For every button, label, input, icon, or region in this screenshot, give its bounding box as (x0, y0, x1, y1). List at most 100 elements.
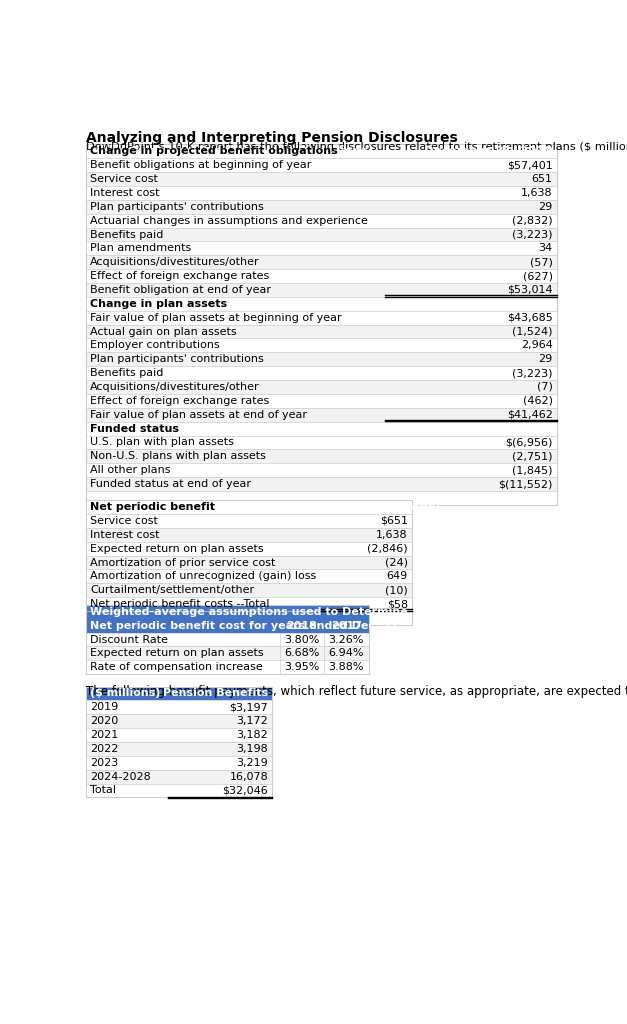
Text: Amortization of unrecognized (gain) loss: Amortization of unrecognized (gain) loss (90, 571, 316, 582)
FancyBboxPatch shape (86, 450, 557, 463)
Text: Fair value of plan assets at beginning of year: Fair value of plan assets at beginning o… (90, 312, 342, 323)
FancyBboxPatch shape (86, 783, 272, 798)
FancyBboxPatch shape (86, 528, 411, 542)
Text: Pension Benefits: Pension Benefits (163, 688, 268, 698)
Text: 3.80%: 3.80% (284, 635, 320, 644)
FancyBboxPatch shape (86, 242, 557, 255)
Text: 29: 29 (539, 354, 552, 365)
Text: Plan amendments: Plan amendments (90, 244, 191, 253)
Text: 3,172: 3,172 (236, 716, 268, 726)
Text: Weighted-average assumptions used to Determine: Weighted-average assumptions used to Det… (90, 607, 408, 616)
Text: Acquisitions/divestitures/other: Acquisitions/divestitures/other (90, 257, 260, 267)
Text: (462): (462) (523, 396, 552, 406)
FancyBboxPatch shape (86, 770, 272, 783)
FancyBboxPatch shape (86, 352, 557, 367)
Text: Net periodic benefit: Net periodic benefit (90, 502, 215, 512)
Text: $651: $651 (380, 516, 408, 526)
FancyBboxPatch shape (86, 463, 557, 477)
FancyBboxPatch shape (86, 584, 411, 597)
Text: (2,846): (2,846) (367, 544, 408, 554)
Text: (24): (24) (385, 557, 408, 567)
FancyBboxPatch shape (86, 144, 557, 159)
FancyBboxPatch shape (86, 367, 557, 380)
Text: Rate of compensation increase: Rate of compensation increase (90, 663, 263, 673)
FancyBboxPatch shape (86, 435, 557, 450)
Text: 2021: 2021 (90, 730, 119, 740)
Text: 3,182: 3,182 (236, 730, 268, 740)
Text: Funded status at end of year: Funded status at end of year (90, 479, 251, 489)
FancyBboxPatch shape (86, 700, 272, 715)
Text: Actual gain on plan assets: Actual gain on plan assets (90, 327, 236, 337)
Text: Service cost: Service cost (90, 516, 158, 526)
FancyBboxPatch shape (86, 686, 272, 700)
Text: All other plans: All other plans (90, 465, 171, 475)
FancyBboxPatch shape (86, 715, 272, 728)
FancyBboxPatch shape (86, 200, 557, 214)
FancyBboxPatch shape (86, 514, 411, 528)
Text: 2018: 2018 (287, 621, 317, 631)
Text: (3,223): (3,223) (512, 369, 552, 378)
Text: Service cost: Service cost (90, 174, 158, 184)
Text: Expected return on plan assets: Expected return on plan assets (90, 544, 263, 554)
FancyBboxPatch shape (86, 408, 557, 422)
FancyBboxPatch shape (86, 227, 557, 242)
Text: December 31, 2018: December 31, 2018 (424, 144, 552, 158)
Text: Net periodic benefit costs --Total: Net periodic benefit costs --Total (90, 599, 270, 609)
FancyBboxPatch shape (86, 569, 411, 584)
Text: 29: 29 (539, 202, 552, 212)
Text: Change in plan assets: Change in plan assets (90, 299, 227, 309)
Text: DowDuPoint's 10-K report has the following disclosures related to its retirement: DowDuPoint's 10-K report has the followi… (86, 142, 627, 153)
Text: (3,223): (3,223) (512, 229, 552, 240)
Text: 3.26%: 3.26% (329, 635, 364, 644)
Text: 34: 34 (539, 244, 552, 253)
Text: December 31, 2018: December 31, 2018 (279, 501, 408, 514)
FancyBboxPatch shape (86, 556, 411, 569)
FancyBboxPatch shape (86, 283, 557, 297)
FancyBboxPatch shape (86, 422, 557, 435)
Text: 3,219: 3,219 (236, 758, 268, 768)
Text: 651: 651 (532, 174, 552, 184)
Text: Plan participants' contributions: Plan participants' contributions (90, 202, 264, 212)
FancyBboxPatch shape (86, 214, 557, 227)
Text: 2017: 2017 (331, 621, 362, 631)
Text: $3,197: $3,197 (229, 702, 268, 713)
Text: Discount Rate: Discount Rate (90, 635, 168, 644)
Text: Obligations and Funded Status ($ millions): Obligations and Funded Status ($ million… (90, 144, 373, 158)
Text: Interest cost: Interest cost (90, 188, 159, 198)
FancyBboxPatch shape (86, 742, 272, 756)
FancyBboxPatch shape (86, 633, 369, 646)
Text: $43,685: $43,685 (507, 312, 552, 323)
Text: Analyzing and Interpreting Pension Disclosures: Analyzing and Interpreting Pension Discl… (86, 131, 458, 145)
Text: 3.95%: 3.95% (284, 663, 320, 673)
Text: Total: Total (90, 785, 116, 796)
Text: Benefit obligation at end of year: Benefit obligation at end of year (90, 285, 271, 295)
FancyBboxPatch shape (86, 297, 557, 310)
FancyBboxPatch shape (86, 660, 369, 674)
FancyBboxPatch shape (86, 325, 557, 339)
Text: (1,845): (1,845) (512, 465, 552, 475)
Text: Net periodic benefit cost for years ended Dec. 31: Net periodic benefit cost for years ende… (90, 621, 399, 631)
Text: Non-U.S. plans with plan assets: Non-U.S. plans with plan assets (90, 452, 266, 461)
Text: 649: 649 (386, 571, 408, 582)
Text: Change in projected benefit obligations: Change in projected benefit obligations (90, 146, 338, 157)
FancyBboxPatch shape (86, 728, 272, 742)
Text: Amortization of prior service cost: Amortization of prior service cost (90, 557, 275, 567)
Text: (2,832): (2,832) (512, 216, 552, 225)
Text: 1,638: 1,638 (521, 188, 552, 198)
Text: (627): (627) (523, 271, 552, 282)
Text: U.S. plan with plan assets: U.S. plan with plan assets (90, 437, 234, 447)
Text: Employer contributions: Employer contributions (90, 340, 219, 350)
Text: Effect of foreign exchange rates: Effect of foreign exchange rates (90, 396, 269, 406)
Text: The following benefit payments, which reflect future service, as appropriate, ar: The following benefit payments, which re… (86, 685, 627, 698)
Text: 2,964: 2,964 (521, 340, 552, 350)
FancyBboxPatch shape (86, 542, 411, 556)
FancyBboxPatch shape (86, 597, 411, 611)
FancyBboxPatch shape (86, 339, 557, 352)
Text: 2023: 2023 (90, 758, 119, 768)
Text: Benefit obligations at beginning of year: Benefit obligations at beginning of year (90, 160, 312, 170)
FancyBboxPatch shape (86, 172, 557, 186)
FancyBboxPatch shape (86, 605, 369, 633)
Text: 2022: 2022 (90, 743, 119, 754)
Text: $(6,956): $(6,956) (505, 437, 552, 447)
Text: Curtailment/settlement/other: Curtailment/settlement/other (90, 586, 254, 595)
